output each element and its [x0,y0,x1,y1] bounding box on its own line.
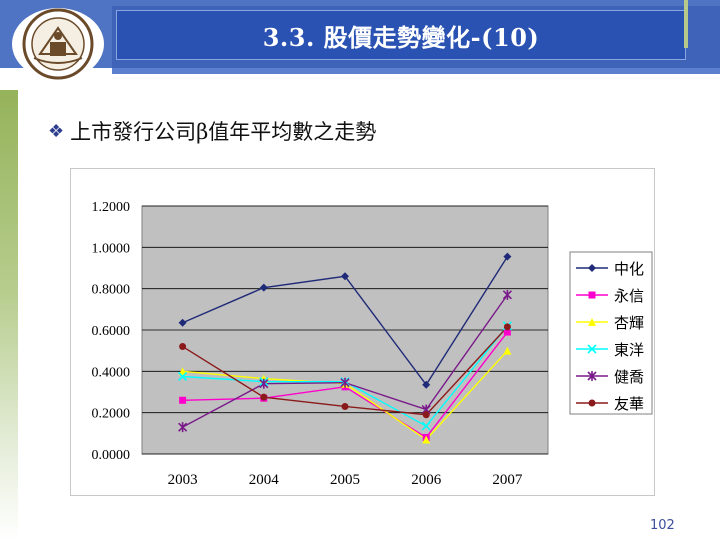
x-tick-label: 2007 [492,472,523,488]
data-point [341,272,349,281]
legend-marker [587,371,597,381]
data-point [341,402,349,410]
page-title: 3.3. 股價走勢變化-(10) [262,22,540,52]
header-accent-rule [684,0,688,48]
data-point [422,411,430,419]
header-bottom-stripe [112,68,720,74]
legend-label: 永信 [614,287,644,305]
legend-marker [588,399,596,407]
subtitle-row: ❖ 上市發行公司β值年平均數之走勢 [48,116,376,146]
legend-label: 友華 [614,395,644,413]
y-tick-label: 0.6000 [92,324,131,339]
y-tick-label: 1.0000 [92,241,131,256]
y-tick-label: 0.4000 [92,365,131,380]
data-point [260,393,268,401]
y-tick-label: 0.2000 [92,407,131,422]
data-point [503,323,511,331]
data-point [422,435,431,444]
x-tick-label: 2004 [249,472,279,488]
legend-marker [587,344,597,354]
title-box: 3.3. 股價走勢變化-(10) [116,10,686,60]
data-point [178,367,187,376]
data-point [502,289,512,300]
y-tick-label: 0.0000 [92,448,131,463]
data-point [259,378,269,389]
side-accent-bar [0,90,18,540]
data-point [178,371,188,382]
slide-subtitle: 上市發行公司β值年平均數之走勢 [70,120,377,144]
series-markers [178,252,512,444]
x-tick-label: 2006 [411,472,442,488]
legend-box [569,251,653,415]
beta-trend-line-chart: 0.0000 0.2000 0.4000 0.6000 0.8000 1.0000 1.20… [70,168,655,496]
data-point [503,252,512,261]
legend-label: 中化 [614,260,644,278]
slide-header: 3.3. 股價走勢變化-(10) [0,0,720,86]
x-tick-label: 2003 [168,472,198,488]
legend-label: 健喬 [614,368,644,386]
university-seal-icon [12,8,104,80]
legend-label: 東洋 [614,341,644,359]
data-point [421,421,431,431]
legend-label: 杏輝 [614,314,644,332]
data-point [178,422,188,433]
legend-marker [588,318,596,326]
y-tick-label: 0.8000 [92,283,131,298]
grid-lines [142,205,548,455]
legend-marker [588,291,596,299]
data-point [340,377,350,388]
data-point [503,346,512,355]
y-tick-label: 1.2000 [92,200,131,215]
y-axis-tick-labels: 0.0000 0.2000 0.4000 0.6000 0.8000 1.0000 1.20… [92,200,131,463]
data-point [178,318,187,327]
data-point [503,328,511,336]
data-point [179,396,187,404]
diamond-bullet-icon: ❖ [48,120,65,142]
data-point [179,343,187,351]
x-axis-tick-labels: 2003 2004 2005 2006 2007 [168,472,523,488]
x-tick-label: 2005 [330,472,360,488]
legend-marker [588,264,596,272]
data-point [259,283,268,292]
data-point [422,380,431,389]
page-number: 102 [650,518,675,533]
